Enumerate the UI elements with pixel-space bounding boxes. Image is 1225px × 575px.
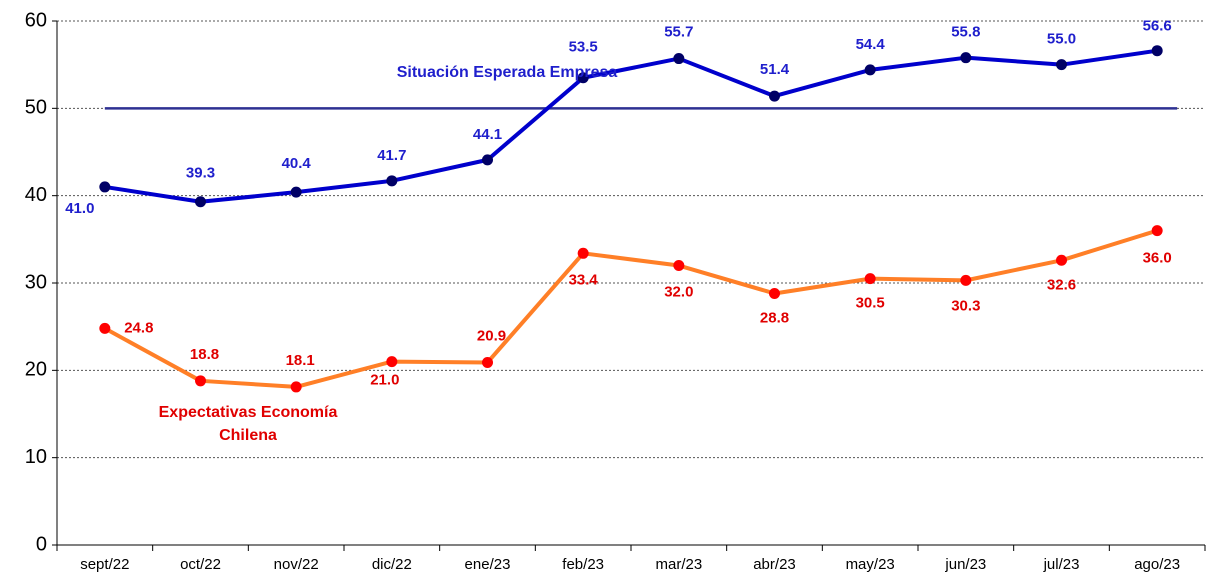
marker (864, 273, 876, 285)
y-tick-label: 0 (36, 533, 47, 555)
marker (577, 72, 589, 84)
data-label: 55.0 (1047, 31, 1076, 48)
data-label: 53.5 (569, 39, 598, 56)
data-label: 55.8 (951, 24, 980, 41)
x-tick-label: abr/23 (753, 556, 796, 573)
series-line (104, 48, 1158, 204)
series-label: Expectativas Economía Chilena (158, 404, 338, 444)
x-tick-label: mar/23 (655, 556, 702, 573)
marker (960, 52, 972, 64)
y-tick-label: 60 (25, 9, 47, 31)
marker (673, 260, 685, 272)
data-label: 36.0 (1143, 250, 1172, 267)
marker (482, 356, 493, 368)
data-label: 28.8 (760, 309, 789, 326)
data-label: 41.7 (377, 147, 406, 164)
y-tick-label: 20 (25, 359, 47, 381)
data-label: 55.7 (664, 24, 693, 41)
marker (1151, 225, 1163, 237)
data-label: 56.6 (1143, 18, 1172, 35)
data-label: 44.1 (473, 126, 502, 143)
marker (1056, 59, 1067, 71)
x-tick-label: dic/22 (372, 556, 412, 573)
marker (769, 287, 780, 299)
series-label: Situación Esperada Empresa (396, 64, 618, 81)
data-label: 51.4 (760, 61, 790, 78)
data-label: 33.4 (569, 271, 599, 288)
data-label: 21.0 (370, 372, 399, 389)
y-tick-label: 50 (25, 97, 47, 119)
marker (290, 186, 302, 198)
data-label: 54.4 (856, 36, 886, 53)
marker (1151, 45, 1163, 57)
data-label: 41.0 (65, 200, 94, 217)
marker (195, 196, 206, 208)
marker (1056, 254, 1067, 266)
marker (195, 375, 206, 387)
marker (99, 181, 111, 193)
data-label: 30.3 (951, 297, 980, 314)
y-tick-label: 40 (25, 184, 47, 206)
marker (769, 90, 780, 102)
x-tick-label: nov/22 (274, 556, 319, 573)
data-label: 18.1 (286, 352, 315, 369)
marker (99, 322, 111, 334)
x-tick-label: feb/23 (562, 556, 604, 573)
series-line (103, 228, 1158, 389)
marker (482, 154, 493, 166)
y-tick-label: 30 (25, 271, 47, 293)
marker (386, 175, 398, 187)
data-label: 18.8 (190, 346, 219, 363)
x-tick-label: sept/22 (80, 556, 129, 573)
marker (864, 64, 876, 76)
marker (577, 247, 589, 259)
marker (290, 381, 302, 393)
x-tick-label: may/23 (846, 556, 895, 573)
data-label: 32.0 (664, 284, 693, 301)
x-tick-label: ene/23 (465, 556, 511, 573)
marker (960, 274, 972, 286)
marker (673, 53, 685, 65)
data-label: 40.4 (282, 155, 312, 172)
y-tick-label: 10 (25, 446, 47, 468)
x-tick-label: ago/23 (1134, 556, 1180, 573)
x-tick-label: oct/22 (180, 556, 221, 573)
data-label: 20.9 (477, 327, 506, 344)
marker (386, 356, 398, 368)
data-label: 30.5 (856, 295, 885, 312)
x-tick-label: jun/23 (944, 556, 986, 573)
data-label: 39.3 (186, 165, 215, 182)
x-tick-label: jul/23 (1043, 556, 1080, 573)
data-label: 24.8 (124, 319, 153, 336)
data-label: 32.6 (1047, 276, 1076, 293)
